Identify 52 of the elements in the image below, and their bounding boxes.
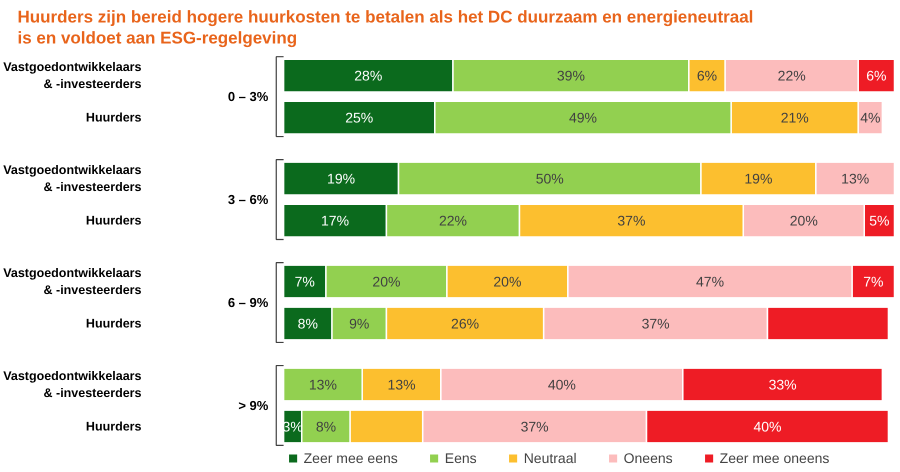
data-label: 19% [744,170,772,187]
data-label: 28% [354,68,382,84]
legend-label: Neutraal [524,450,577,466]
data-label: 21% [780,110,809,126]
data-label: 37% [642,316,670,332]
data-label: 6% [696,68,718,84]
legend-label: Zeer mee oneens [720,450,830,466]
data-label: 19% [327,170,356,187]
data-label: 40% [548,376,576,392]
data-label: 25% [345,110,374,126]
y-tick-label: Vastgoedontwikkelaars & -investeerders [3,369,142,400]
data-label: 6% [866,68,886,84]
data-label: 37% [617,212,646,229]
data-label: 39% [556,68,585,84]
data-label: 13% [841,170,870,187]
legend-label: Zeer mee eens [304,450,398,466]
y-tick-label: Huurders [86,419,142,434]
data-label: 13% [388,376,416,392]
data-label: 4% [860,110,880,126]
data-label: 13% [308,376,337,392]
data-label: 37% [520,418,549,434]
y-tick-label: Huurders [86,110,142,125]
y-tick-label: Vastgoedontwikkelaars & -investeerders [3,163,142,194]
data-label: 26% [451,316,480,332]
data-label: 22% [778,68,806,84]
y-tick-label: Vastgoedontwikkelaars & -investeerders [3,266,142,297]
data-label: 20% [493,274,522,290]
text: 6 – 9% [228,295,269,310]
data-label: 8% [298,316,318,332]
text: > 9% [238,398,269,413]
data-label: 50% [536,170,564,187]
data-label: 47% [696,274,724,290]
chart-title: Huurders zijn bereid hogere huurkosten te betalen als het DC duurzaam en energieneutraal is en voldoet aan ESG-regelgeving [18,8,754,48]
y-tick-label: Vastgoedontwikkelaars & -investeerders [3,60,142,92]
text: 3 – 6% [228,192,269,208]
data-label: 22% [438,212,467,229]
data-label: 9% [349,316,370,332]
data-label: 7% [294,274,315,290]
data-label: 33% [768,376,797,392]
data-label: 7% [863,274,884,290]
data-label: 20% [790,212,818,229]
data-label: 49% [568,110,598,126]
y-tick-label: Huurders [86,316,142,331]
data-label: 20% [372,274,400,290]
data-label: 40% [753,418,782,434]
data-label: 17% [320,212,350,229]
text: 0 – 3% [228,89,269,104]
data-label: 8% [316,418,336,434]
legend-label: Oneens [624,450,673,466]
y-tick-label: Huurders [86,214,142,228]
data-label: 5% [869,212,890,229]
legend-label: Eens [444,450,477,466]
